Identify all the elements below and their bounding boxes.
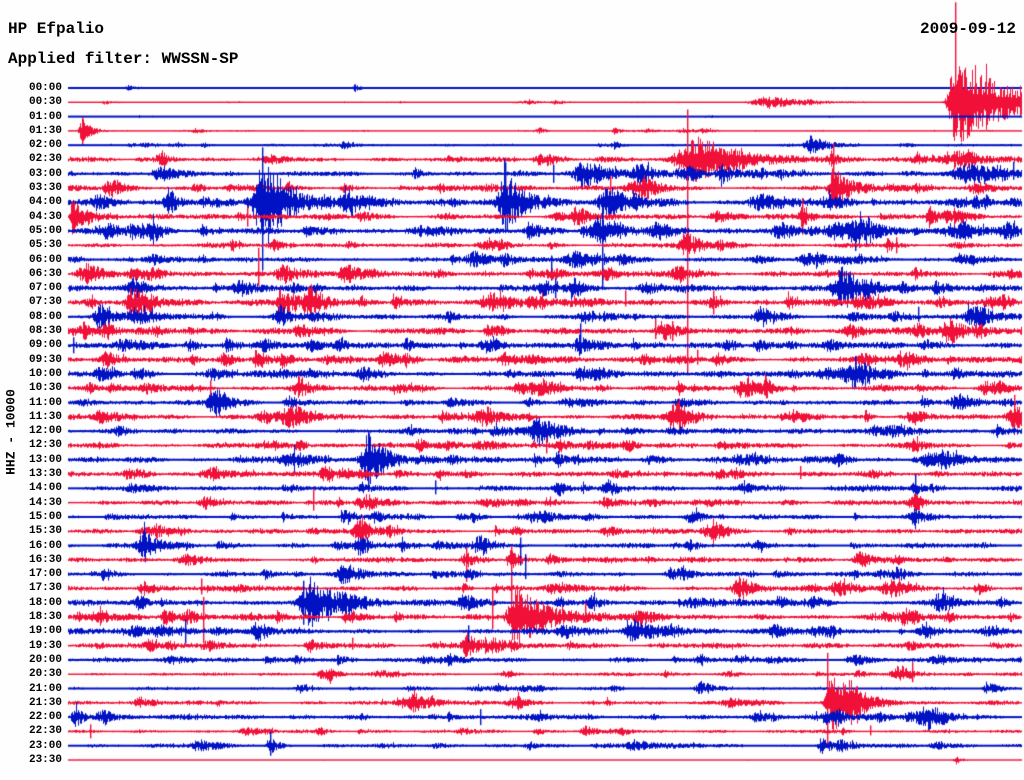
row-label: 00:30: [28, 96, 62, 109]
row-label: 03:30: [28, 182, 62, 195]
row-label: 12:00: [28, 425, 62, 438]
row-label: 20:30: [28, 668, 62, 681]
row-label: 18:30: [28, 611, 62, 624]
row-label: 04:00: [28, 196, 62, 209]
filter-label: Applied filter: WWSSN-SP: [8, 50, 239, 68]
station-title: HP Efpalio: [8, 20, 105, 38]
row-label: 09:00: [28, 339, 62, 352]
row-label: 17:00: [28, 568, 62, 581]
row-label: 14:00: [28, 482, 62, 495]
row-label: 21:00: [28, 682, 62, 695]
row-label: 23:30: [28, 754, 62, 766]
row-label: 06:00: [28, 253, 62, 266]
row-label: 11:30: [28, 410, 62, 423]
row-label: 21:30: [28, 696, 62, 709]
row-label: 10:30: [28, 382, 62, 395]
row-label: 16:30: [28, 553, 62, 566]
row-label: 17:30: [28, 582, 62, 595]
row-label: 06:30: [28, 267, 62, 280]
row-label: 11:00: [28, 396, 62, 409]
row-label: 02:30: [28, 153, 62, 166]
row-label: 07:30: [28, 296, 62, 309]
row-label: 01:00: [28, 110, 62, 123]
row-label: 13:30: [28, 468, 62, 481]
row-label: 03:00: [28, 167, 62, 180]
row-label: 14:30: [28, 496, 62, 509]
row-label: 02:00: [28, 139, 62, 152]
row-label: 05:00: [28, 224, 62, 237]
row-label: 23:00: [28, 739, 62, 752]
row-label: 20:00: [28, 653, 62, 666]
row-label: 22:30: [28, 725, 62, 738]
date-label: 2009-09-12: [919, 20, 1016, 38]
row-label: 00:00: [28, 82, 62, 94]
row-label: 10:00: [28, 367, 62, 380]
row-label: 05:30: [28, 239, 62, 252]
row-label: 08:30: [28, 325, 62, 338]
row-label: 19:30: [28, 639, 62, 652]
row-label: 08:00: [28, 310, 62, 323]
row-label: 18:00: [28, 596, 62, 609]
row-label: 15:30: [28, 525, 62, 538]
row-label: 16:00: [28, 539, 62, 552]
row-label: 12:30: [28, 439, 62, 452]
row-label: 19:00: [28, 625, 62, 638]
row-label: 07:00: [28, 282, 62, 295]
row-label: 22:00: [28, 711, 62, 724]
row-label: 01:30: [28, 124, 62, 137]
row-label: 15:00: [28, 510, 62, 523]
row-label: 13:00: [28, 453, 62, 466]
row-label: 04:30: [28, 210, 62, 223]
row-label: 09:30: [28, 353, 62, 366]
